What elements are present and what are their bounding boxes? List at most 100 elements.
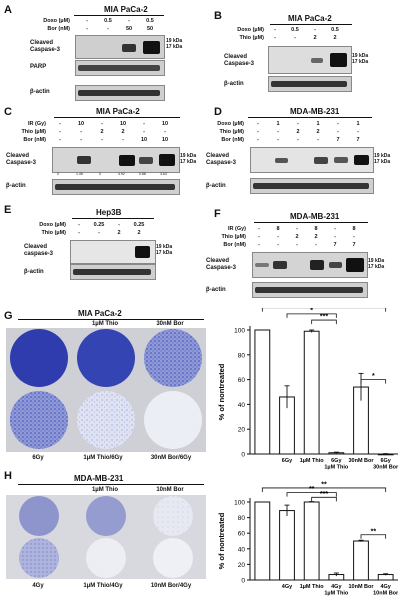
significance-marker: *** [320,314,328,321]
panel-f-cell: - [277,234,279,240]
band [354,155,369,165]
panel-d-blot-actin [250,178,374,194]
panel-f-cell: - [334,226,336,232]
panel-e-cell: 0.25 [93,222,105,228]
significance-bracket [311,496,337,502]
panel-f-cell: 7 [333,242,337,248]
panel-f-cell: - [277,242,279,248]
x-tick-label: 1µM Thio [300,584,325,590]
panel-d-cell: - [337,129,339,135]
band [310,260,324,270]
panel-c-row-label: Thio (µM) [21,129,46,135]
panel-d-title: MDA-MB-231 [290,107,340,116]
panel-a-blot-actin [75,85,165,101]
panel-f-label: F [214,208,221,220]
quant-value: 0.88 [139,172,146,176]
panel-f-row-label: IR (Gy) [227,226,246,232]
panel-h-title-rule [18,484,204,485]
panel-e-row-label: Thio (µM) [41,230,66,236]
band [122,44,136,52]
y-tick-label: 40 [238,546,246,553]
panel-b-cell: - [274,27,276,33]
panel-f-cell: - [334,234,336,240]
panel-a-row-label: Bor (nM) [47,26,70,32]
quant-value: 0 [57,172,59,176]
y-tick-label: 40 [238,402,246,409]
band [159,154,175,166]
significance-bracket [360,534,387,539]
panel-f-cell: 2 [295,234,299,240]
panel-d-blot-label: Cleaved Caspase-3 [206,153,237,166]
panel-c-cell: 10 [161,121,169,127]
x-tick-label: 6Gy [282,458,293,464]
panel-e-cell: - [78,230,80,236]
panel-f-blot-caspase [252,252,368,278]
bar [353,540,369,581]
well-label: 1µM Thio [91,321,119,327]
band [143,41,160,54]
x-tick-label: 30nM Bor [348,458,374,464]
panel-d-cell: 2 [296,129,300,135]
panel-e-cell: - [118,222,120,228]
panel-a-cell: 50 [125,26,133,32]
bar [279,510,295,581]
panel-f-title: MDA-MB-231 [290,212,340,221]
panel-c-title-rule [54,117,180,118]
panel-c-cell: - [143,129,145,135]
panel-d-cell: 7 [356,137,360,143]
panel-c-cell: 2 [100,129,104,135]
y-tick-label: 60 [238,377,246,384]
panel-d-row-label: Thio (µM) [219,129,244,135]
panel-c-cell: 10 [77,121,85,127]
panel-f-cell: - [315,242,317,248]
panel-b-cell: - [274,35,276,41]
well-label: 1µM Thio/6Gy [83,455,123,461]
panel-a-cell: 0.5 [104,18,112,24]
band [78,65,160,71]
band [273,261,287,269]
bar [303,501,320,581]
bar [254,501,271,581]
x-tick-label: 4Gy [380,584,391,590]
band [275,158,288,163]
panel-a-title: MIA PaCa-2 [104,5,148,14]
well-thio [77,329,135,387]
y-axis-label: % of nontreated [217,512,226,569]
well-label: 10nM Bor/4Gy [150,583,192,589]
well-thio [86,496,126,536]
bar [254,329,271,455]
well-label: 4Gy [32,583,44,589]
panel-g-title-rule [18,319,204,320]
panel-d-cell: - [277,137,279,143]
band [55,184,175,190]
panel-f-blot-actin [252,282,368,298]
band [311,58,323,63]
quant-value: 3.63 [160,172,167,176]
significance-marker: ** [309,486,315,493]
panel-f-cell: 2 [314,234,318,240]
significance-bracket [261,308,387,312]
significance-marker: ** [371,528,377,535]
panel-f-row-label: Bor (nM) [223,242,246,248]
panel-e-blot-caspase [70,240,156,264]
significance-bracket [286,313,337,318]
panel-c-blot-actin [52,179,180,195]
well-label: 1µM Thio/4Gy [83,583,123,589]
panel-d-cell: - [317,137,319,143]
kda-marker: 19 kDa 17 kDa [368,258,385,270]
well-control [19,496,59,536]
well-bor [153,496,193,536]
panel-e-cell: 2 [137,230,141,236]
panel-c-cell: 2 [121,129,125,135]
panel-e-cell: - [78,222,80,228]
band [330,53,347,67]
panel-a-cell: 0.5 [146,18,154,24]
panel-b-blot-label: Cleaved Caspase-3 [224,54,255,67]
panel-h-title: MDA-MB-231 [74,474,124,483]
y-tick-label: 100 [234,328,245,335]
panel-a-label: A [4,4,12,16]
panel-g-title: MIA PaCa-2 [78,309,122,318]
panel-c-cell: - [143,121,145,127]
y-tick-label: 100 [234,500,245,507]
